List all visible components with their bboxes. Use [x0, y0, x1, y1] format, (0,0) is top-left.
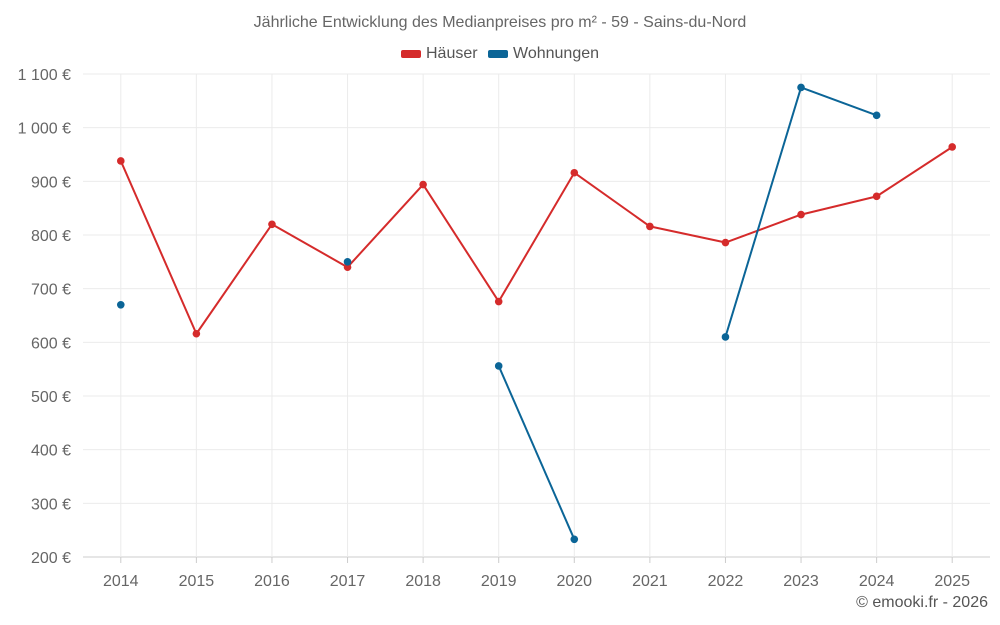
x-tick-label: 2014	[103, 573, 139, 590]
data-point-haeuser-2023	[797, 210, 805, 219]
y-tick-label: 200 €	[31, 550, 71, 567]
data-point-wohnungen-2014	[116, 300, 125, 309]
legend-label-wohnungen: Wohnungen	[513, 45, 600, 62]
legend-swatch-haeuser	[400, 50, 421, 58]
y-tick-label: 300 €	[31, 496, 71, 513]
legend-swatch-wohnungen	[488, 50, 509, 58]
data-point-wohnungen-2019	[494, 362, 503, 370]
x-tick-label: 2015	[179, 573, 215, 590]
x-tick-label: 2020	[556, 573, 592, 590]
data-point-wohnungen-2020	[570, 535, 579, 544]
data-point-wohnungen-2017	[343, 258, 352, 266]
data-point-haeuser-2014	[116, 157, 125, 165]
data-point-haeuser-2019	[494, 297, 503, 306]
data-point-haeuser-2025	[948, 143, 957, 151]
x-tick-label: 2025	[934, 573, 970, 590]
y-tick-label: 700 €	[31, 282, 71, 299]
y-tick-label: 400 €	[31, 443, 71, 460]
legend-item-wohnungen[interactable]: Wohnungen	[488, 45, 599, 63]
data-point-haeuser-2021	[646, 222, 654, 231]
data-point-haeuser-2020	[570, 168, 579, 177]
data-point-haeuser-2022	[721, 238, 730, 247]
data-point-haeuser-2024	[872, 192, 881, 201]
y-tick-label: 1 000 €	[18, 121, 71, 138]
data-point-haeuser-2015	[192, 329, 201, 338]
x-tick-label: 2021	[632, 573, 668, 590]
x-tick-label: 2019	[481, 573, 517, 590]
x-tick-label: 2016	[254, 573, 290, 590]
x-tick-label: 2023	[783, 573, 819, 590]
x-tick-label: 2024	[859, 573, 895, 590]
y-tick-label: 900 €	[31, 174, 71, 191]
chart-title: Jährliche Entwicklung des Medianpreises …	[253, 14, 747, 31]
y-tick-label: 800 €	[31, 228, 71, 245]
data-point-wohnungen-2024	[872, 111, 881, 120]
series-line-wohnungen	[497, 365, 576, 540]
legend-item-haeuser[interactable]: Häuser	[400, 45, 478, 63]
data-point-haeuser-2016	[268, 220, 276, 229]
y-tick-label: 500 €	[31, 389, 71, 406]
legend: Häuser Wohnungen	[0, 45, 1000, 63]
x-tick-label: 2022	[708, 573, 744, 590]
x-tick-label: 2017	[330, 573, 366, 590]
series-line-haeuser	[119, 146, 953, 335]
y-tick-label: 600 €	[31, 335, 71, 352]
data-point-wohnungen-2022	[721, 333, 730, 341]
x-tick-label: 2018	[405, 573, 441, 590]
y-tick-label: 1 100 €	[18, 67, 71, 84]
copyright-footer: © emooki.fr - 2026	[856, 594, 988, 611]
data-point-haeuser-2018	[419, 180, 427, 189]
data-point-haeuser-2017	[343, 263, 352, 272]
legend-label-haeuser: Häuser	[425, 45, 478, 62]
data-point-wohnungen-2023	[797, 83, 805, 92]
